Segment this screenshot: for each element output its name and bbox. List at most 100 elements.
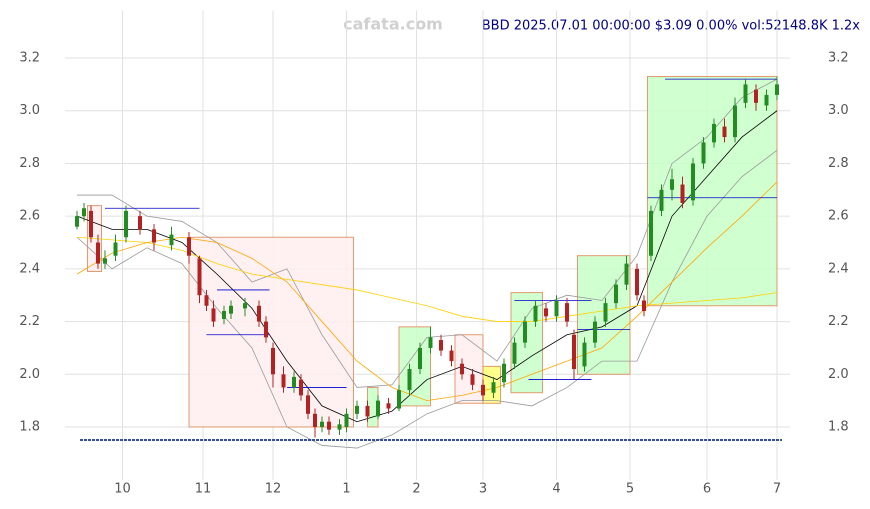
y-tick-label: 1.8 (19, 419, 40, 434)
candle-body (533, 305, 538, 322)
candle-body (292, 376, 296, 388)
candle-body (572, 334, 576, 370)
candle-body (512, 342, 517, 364)
candle-body (299, 379, 303, 396)
y-tick-label: 2.0 (19, 367, 40, 382)
candle-body (222, 311, 226, 319)
candle-body (722, 126, 727, 138)
candle-body (554, 300, 559, 317)
y-tick-label-right: 1.8 (828, 419, 849, 434)
candle-body (344, 413, 349, 427)
candle-body (701, 142, 706, 164)
candle-body (649, 210, 653, 256)
candle-body (320, 421, 324, 427)
x-tick-label: 11 (195, 482, 212, 497)
candle-body (169, 234, 174, 246)
candle-body (775, 84, 779, 95)
candle-body (103, 258, 107, 264)
candle-body (124, 210, 128, 238)
candle-body (138, 216, 142, 230)
zone (647, 75, 778, 307)
candle-body (75, 216, 79, 227)
candle-body (386, 403, 391, 409)
candle-body (680, 184, 685, 203)
x-tick-label: 2 (412, 482, 420, 497)
candle-body (439, 340, 443, 351)
candle-body (82, 208, 86, 217)
candle-body (243, 303, 247, 309)
candle-body (89, 210, 93, 238)
x-tick-label: 7 (773, 482, 781, 497)
candle-body (449, 350, 454, 362)
zone (188, 236, 354, 428)
x-tick-label: 1 (342, 482, 350, 497)
x-tick-label: 12 (265, 482, 282, 497)
candle-body (481, 384, 485, 396)
indicator-line (76, 110, 778, 423)
y-tick-label-right: 2.0 (828, 367, 849, 382)
candle-body (659, 189, 664, 211)
watermark: cafata.com (343, 15, 443, 34)
candle-body (428, 337, 433, 348)
candle-body (337, 424, 342, 430)
candle-body (593, 321, 597, 343)
candle-body (187, 237, 191, 256)
candle-body (754, 89, 758, 103)
candle-body (96, 242, 100, 264)
candle-body (635, 268, 639, 296)
x-tick-label: 3 (479, 482, 487, 497)
candle-body (327, 421, 331, 430)
x-tick-label: 5 (626, 482, 634, 497)
candle-body (355, 405, 359, 414)
candle-body (365, 405, 370, 417)
y-tick-label: 2.2 (19, 314, 40, 329)
candle-body (523, 321, 527, 343)
y-tick-label: 3.0 (19, 103, 40, 118)
candle-body (642, 300, 646, 312)
candle-body (582, 342, 587, 367)
y-tick-label-right: 3.2 (828, 51, 849, 66)
candle-body (281, 374, 286, 388)
candle-body (397, 390, 401, 409)
y-tick-label: 2.8 (19, 156, 40, 171)
candle-body (614, 284, 618, 304)
y-tick-label: 2.6 (19, 209, 40, 224)
indicator-line (76, 236, 778, 322)
candle-body (460, 363, 464, 375)
candle-body (670, 179, 674, 190)
candle-body (603, 303, 608, 322)
x-tick-label: 6 (703, 482, 711, 497)
candle-body (257, 305, 261, 322)
y-tick-label-right: 2.2 (828, 314, 849, 329)
candle-body (418, 347, 422, 370)
indicator-line (76, 181, 778, 402)
x-tick-label: 10 (114, 482, 131, 497)
candle-body (565, 303, 569, 322)
y-tick-label-right: 2.6 (828, 209, 849, 224)
y-tick-label-right: 3.0 (828, 103, 849, 118)
chart-title: BBD 2025.07.01 00:00:00 $3.09 0.00% vol:… (482, 19, 861, 34)
candle-body (306, 395, 310, 414)
candle-body (113, 242, 118, 256)
candle-body (624, 263, 629, 285)
candle-body (407, 369, 412, 391)
candle-body (502, 363, 506, 383)
y-tick-label-right: 2.4 (828, 261, 849, 276)
candle-body (470, 374, 475, 385)
candle-body (491, 382, 496, 393)
candle-body (764, 94, 769, 106)
candle-body (229, 305, 233, 314)
y-tick-label-right: 2.8 (828, 156, 849, 171)
candle-body (264, 321, 268, 338)
candle-body (313, 413, 317, 427)
candle-body (271, 347, 275, 375)
candle-body (733, 105, 737, 138)
candle-body (712, 123, 716, 143)
y-tick-label: 2.4 (19, 261, 40, 276)
candle-body (743, 84, 748, 103)
candle-body (691, 163, 695, 201)
y-tick-label: 3.2 (19, 51, 40, 66)
candle-body (376, 400, 380, 417)
candle-body (204, 295, 209, 306)
